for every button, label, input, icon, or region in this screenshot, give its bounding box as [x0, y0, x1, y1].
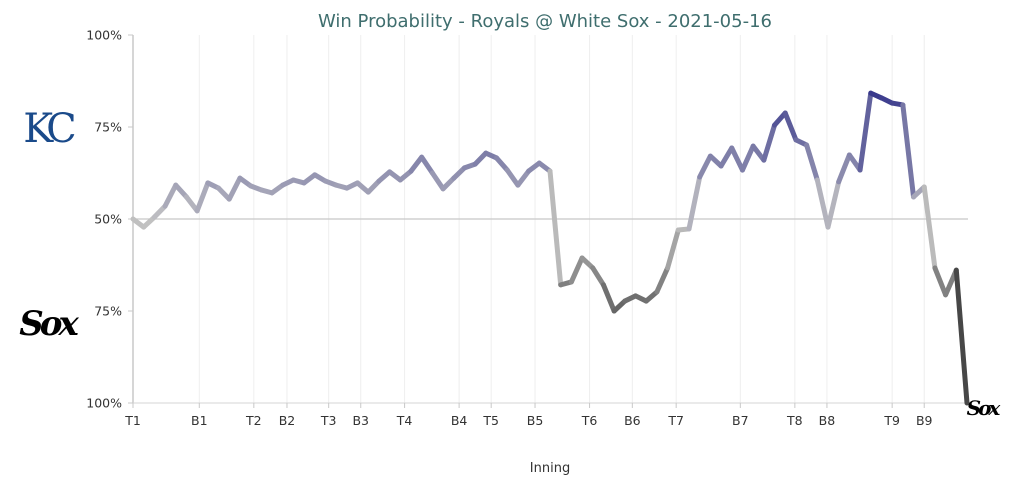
x-tick-label: T9	[883, 413, 900, 428]
line-segment	[654, 265, 671, 295]
x-axis-label: Inning	[530, 461, 570, 476]
line-segment	[472, 150, 489, 167]
line-segment	[429, 170, 446, 192]
x-tick-label: B4	[451, 413, 468, 428]
line-segment	[515, 168, 532, 188]
line-segment	[173, 182, 189, 200]
end-white-sox-logo: Sox	[967, 396, 1005, 420]
y-tick-label: 50%	[94, 212, 122, 227]
line-segment	[718, 145, 735, 169]
x-tick-label: T7	[667, 413, 684, 428]
x-tick-label: B3	[352, 413, 369, 428]
royals-logo: KC	[23, 106, 81, 152]
royals-logo-text: KC	[23, 106, 75, 152]
line-segment	[162, 182, 179, 209]
line-segment	[226, 175, 243, 202]
line-segment	[547, 168, 564, 288]
x-tick-label: T2	[245, 413, 262, 428]
line-segment	[365, 178, 382, 195]
y-ticks: 100% 75% 50% 75% 100%	[86, 28, 133, 411]
line-segment	[953, 267, 970, 406]
line-segment	[729, 145, 745, 173]
x-ticks: T1 B1 T2 B2 T3 B3 T4 B4 T5 B5 T6 B6 T7 B7 T8 B8 T9 B9	[124, 403, 933, 428]
y-tick-label: 100%	[86, 396, 122, 411]
line-segment	[857, 90, 874, 173]
white-sox-logo: Sox	[19, 304, 83, 344]
y-tick-label: 75%	[94, 304, 122, 319]
line-segment	[408, 154, 425, 174]
x-tick-label: B1	[191, 413, 208, 428]
x-tick-label: B7	[732, 413, 749, 428]
line-segment	[151, 203, 168, 220]
line-segment	[419, 154, 435, 176]
line-segment	[921, 184, 938, 271]
x-tick-label: T1	[124, 413, 141, 428]
line-segment	[568, 255, 585, 285]
x-tick-label: T8	[786, 413, 803, 428]
x-tick-label: B6	[624, 413, 641, 428]
x-tick-label: T6	[581, 413, 598, 428]
line-segment	[739, 143, 756, 173]
line-segment	[825, 179, 842, 230]
x-tick-label: B9	[916, 413, 933, 428]
line-segment	[761, 122, 778, 163]
line-segment	[590, 265, 606, 288]
line-segment	[494, 155, 510, 173]
x-tick-label: T5	[482, 413, 499, 428]
x-tick-label: B8	[819, 413, 836, 428]
line-segment	[814, 177, 831, 230]
line-segment	[665, 227, 681, 271]
line-segment	[600, 282, 617, 314]
line-segment	[686, 174, 703, 232]
end-logo-text: Sox	[967, 396, 1002, 420]
x-tick-label: B5	[527, 413, 544, 428]
line-segment	[697, 153, 713, 180]
win-probability-line	[130, 90, 970, 406]
x-tick-label: B2	[279, 413, 296, 428]
line-segment	[194, 180, 211, 214]
line-segment	[804, 142, 820, 183]
line-segment	[932, 265, 949, 298]
line-segment	[504, 167, 521, 188]
x-tick-label: T3	[320, 413, 337, 428]
x-tick-label: T4	[396, 413, 413, 428]
line-segment	[782, 110, 799, 143]
line-segment	[440, 175, 457, 192]
chart-title: Win Probability - Royals @ White Sox - 2…	[318, 11, 772, 32]
y-tick-label: 75%	[94, 120, 122, 135]
line-segment	[836, 152, 852, 185]
line-segment	[900, 102, 917, 200]
white-sox-logo-text: Sox	[19, 304, 79, 344]
y-tick-label: 100%	[86, 28, 122, 43]
